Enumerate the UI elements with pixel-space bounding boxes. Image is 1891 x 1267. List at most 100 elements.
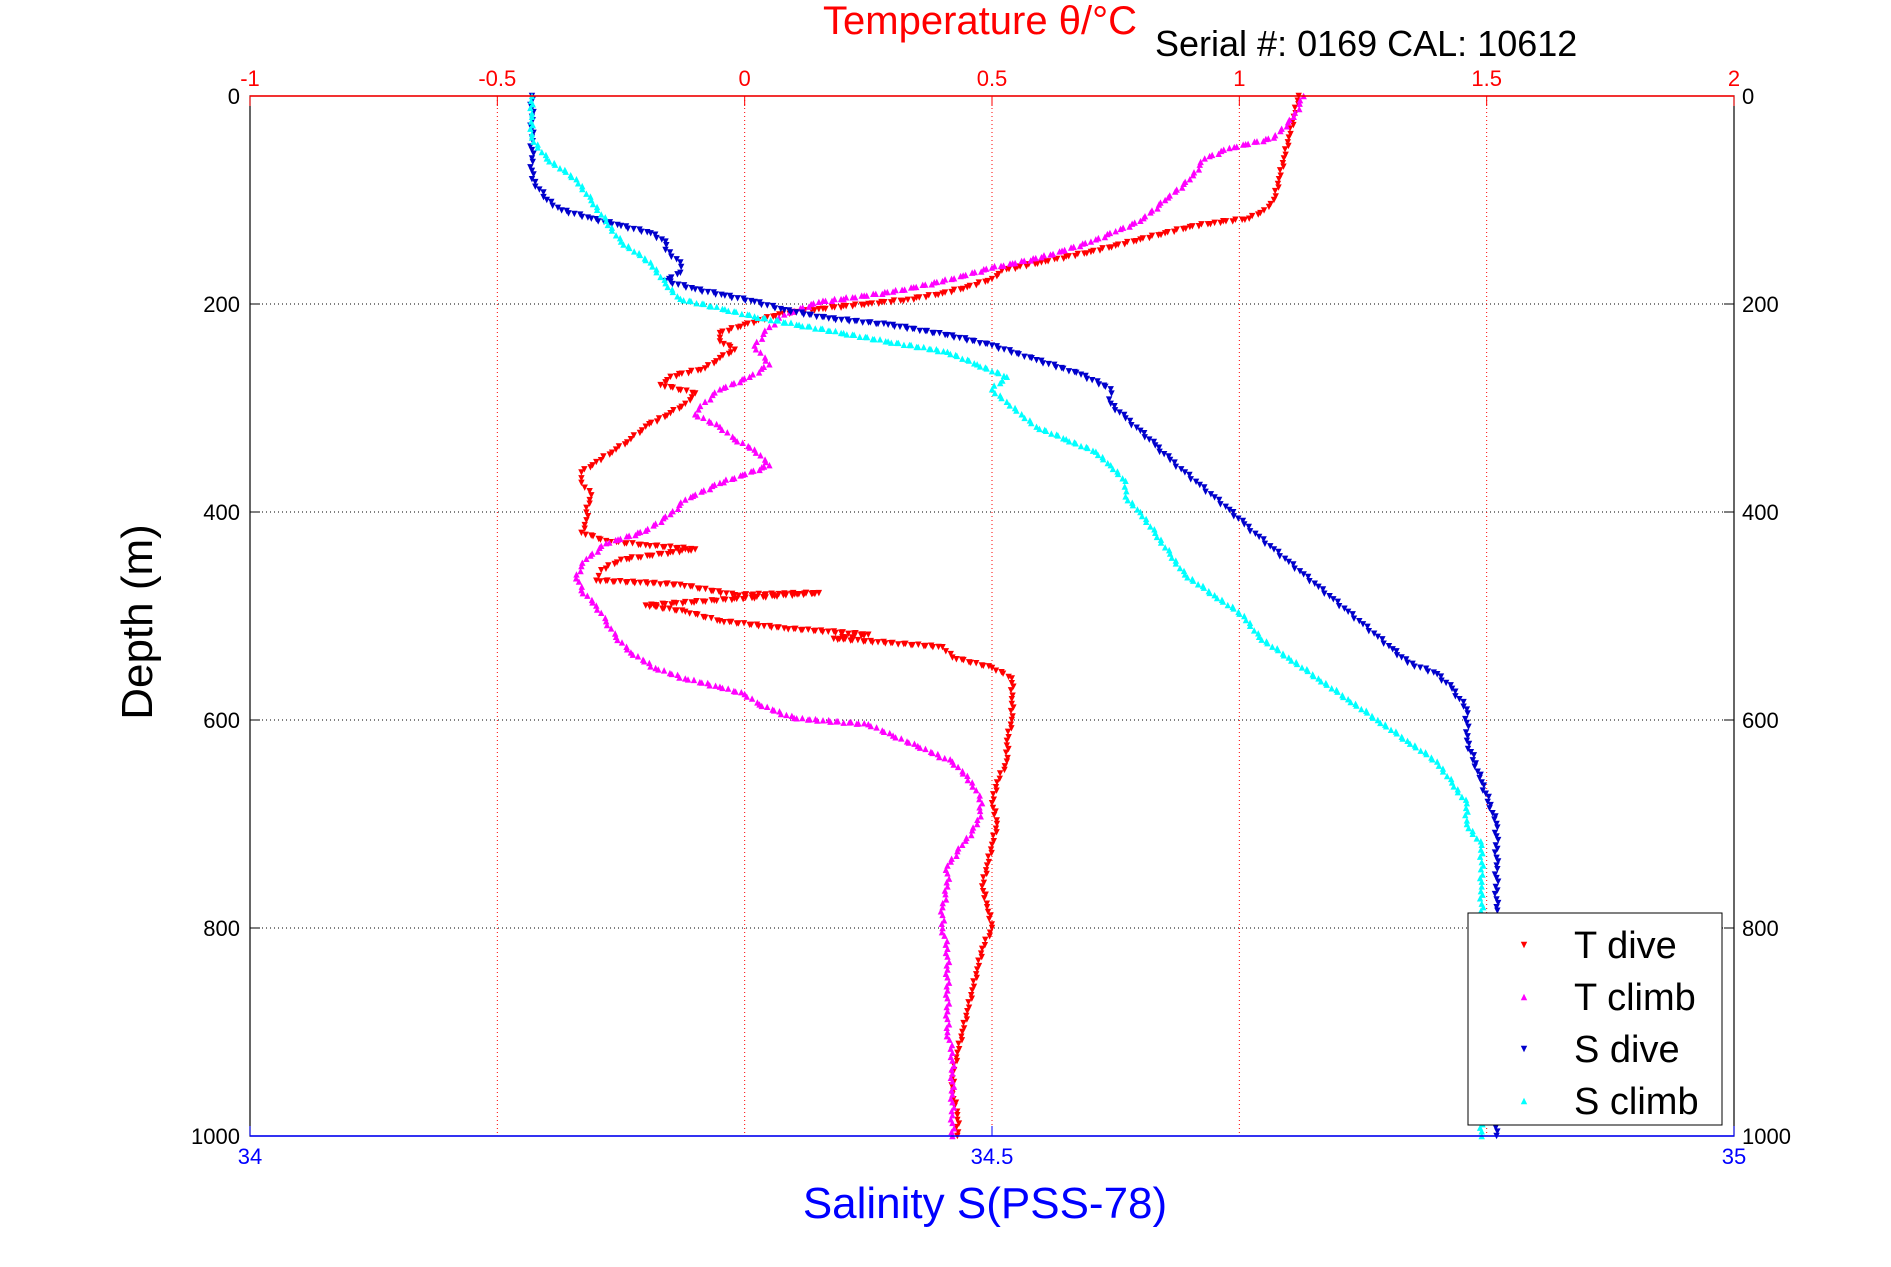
data-point xyxy=(578,562,585,570)
data-point xyxy=(1087,238,1095,245)
data-point xyxy=(746,373,753,380)
data-point xyxy=(959,841,966,848)
data-point xyxy=(1493,904,1500,911)
data-point xyxy=(1140,215,1147,222)
depth-tick-label-right: 1000 xyxy=(1742,1124,1791,1149)
data-point xyxy=(1157,539,1165,546)
data-point xyxy=(1363,709,1371,716)
data-point xyxy=(919,281,926,289)
data-point xyxy=(898,286,906,293)
data-point xyxy=(826,327,834,335)
data-point xyxy=(707,303,715,310)
data-point xyxy=(688,583,696,590)
data-point xyxy=(767,316,774,324)
data-point xyxy=(978,268,985,275)
depth-tick-label-left: 800 xyxy=(203,916,240,941)
data-point xyxy=(983,340,991,348)
data-point xyxy=(748,695,756,702)
data-point xyxy=(941,754,948,762)
data-point xyxy=(604,577,611,584)
data-point xyxy=(673,256,680,263)
data-point xyxy=(1261,540,1269,547)
data-point xyxy=(556,165,564,172)
data-point xyxy=(825,628,832,635)
data-point xyxy=(1469,830,1476,837)
salinity-tick-label: 34.5 xyxy=(971,1144,1014,1169)
data-point xyxy=(1272,193,1279,200)
data-point xyxy=(1290,561,1297,568)
data-point xyxy=(949,1078,956,1085)
data-point xyxy=(932,291,939,299)
data-point xyxy=(945,958,953,966)
data-point xyxy=(775,624,782,631)
data-point xyxy=(528,155,536,162)
data-point xyxy=(993,817,1000,824)
data-point xyxy=(1260,137,1267,145)
data-point xyxy=(612,536,619,544)
data-point xyxy=(812,325,819,332)
data-point xyxy=(953,656,960,663)
data-point xyxy=(1434,671,1441,678)
data-point xyxy=(1493,896,1500,903)
data-point xyxy=(664,550,672,558)
data-point xyxy=(1009,692,1016,699)
data-point xyxy=(661,413,669,421)
data-point xyxy=(968,991,975,999)
data-point xyxy=(1452,688,1459,695)
data-point xyxy=(1007,687,1015,694)
data-point xyxy=(1458,793,1466,801)
data-point xyxy=(925,292,932,299)
data-point xyxy=(659,600,666,608)
data-point xyxy=(849,303,856,310)
data-point xyxy=(673,607,680,614)
data-point xyxy=(1042,427,1050,434)
data-point xyxy=(1470,752,1478,759)
data-point xyxy=(761,314,769,322)
data-point xyxy=(978,883,986,890)
data-point xyxy=(834,717,842,725)
data-point xyxy=(943,1032,951,1040)
data-point xyxy=(884,321,892,328)
depth-tick-label-left: 600 xyxy=(203,708,240,733)
data-point xyxy=(660,667,668,674)
data-point xyxy=(604,221,612,229)
data-point xyxy=(991,389,999,397)
data-point xyxy=(1220,218,1227,225)
data-point xyxy=(578,529,585,536)
data-point xyxy=(983,904,991,911)
data-point xyxy=(1270,546,1278,553)
data-point xyxy=(972,786,980,794)
data-point xyxy=(970,983,978,991)
data-point xyxy=(1385,642,1393,650)
data-point xyxy=(741,321,748,328)
data-point xyxy=(653,269,660,276)
data-point xyxy=(1003,373,1011,380)
data-point xyxy=(1274,180,1282,188)
data-point xyxy=(876,336,884,343)
data-point xyxy=(725,350,733,358)
data-point xyxy=(700,300,708,308)
data-point xyxy=(588,492,595,499)
data-point xyxy=(1493,862,1500,869)
data-point xyxy=(820,314,828,321)
data-point xyxy=(789,592,796,599)
data-point xyxy=(982,936,989,944)
data-point xyxy=(1009,713,1016,720)
data-point xyxy=(1369,714,1377,721)
data-point xyxy=(558,207,565,214)
data-point xyxy=(1054,432,1062,439)
data-point xyxy=(909,641,916,649)
legend-marker xyxy=(1520,941,1528,949)
data-point xyxy=(910,296,918,303)
data-point xyxy=(527,143,534,150)
data-point xyxy=(602,214,609,221)
data-point xyxy=(976,340,984,347)
data-point xyxy=(819,717,827,724)
data-point xyxy=(721,306,729,313)
data-point xyxy=(1143,518,1150,525)
data-point xyxy=(719,684,726,692)
data-point xyxy=(986,915,993,923)
data-point xyxy=(1038,254,1045,261)
data-point xyxy=(1365,627,1373,635)
data-point xyxy=(682,400,689,408)
